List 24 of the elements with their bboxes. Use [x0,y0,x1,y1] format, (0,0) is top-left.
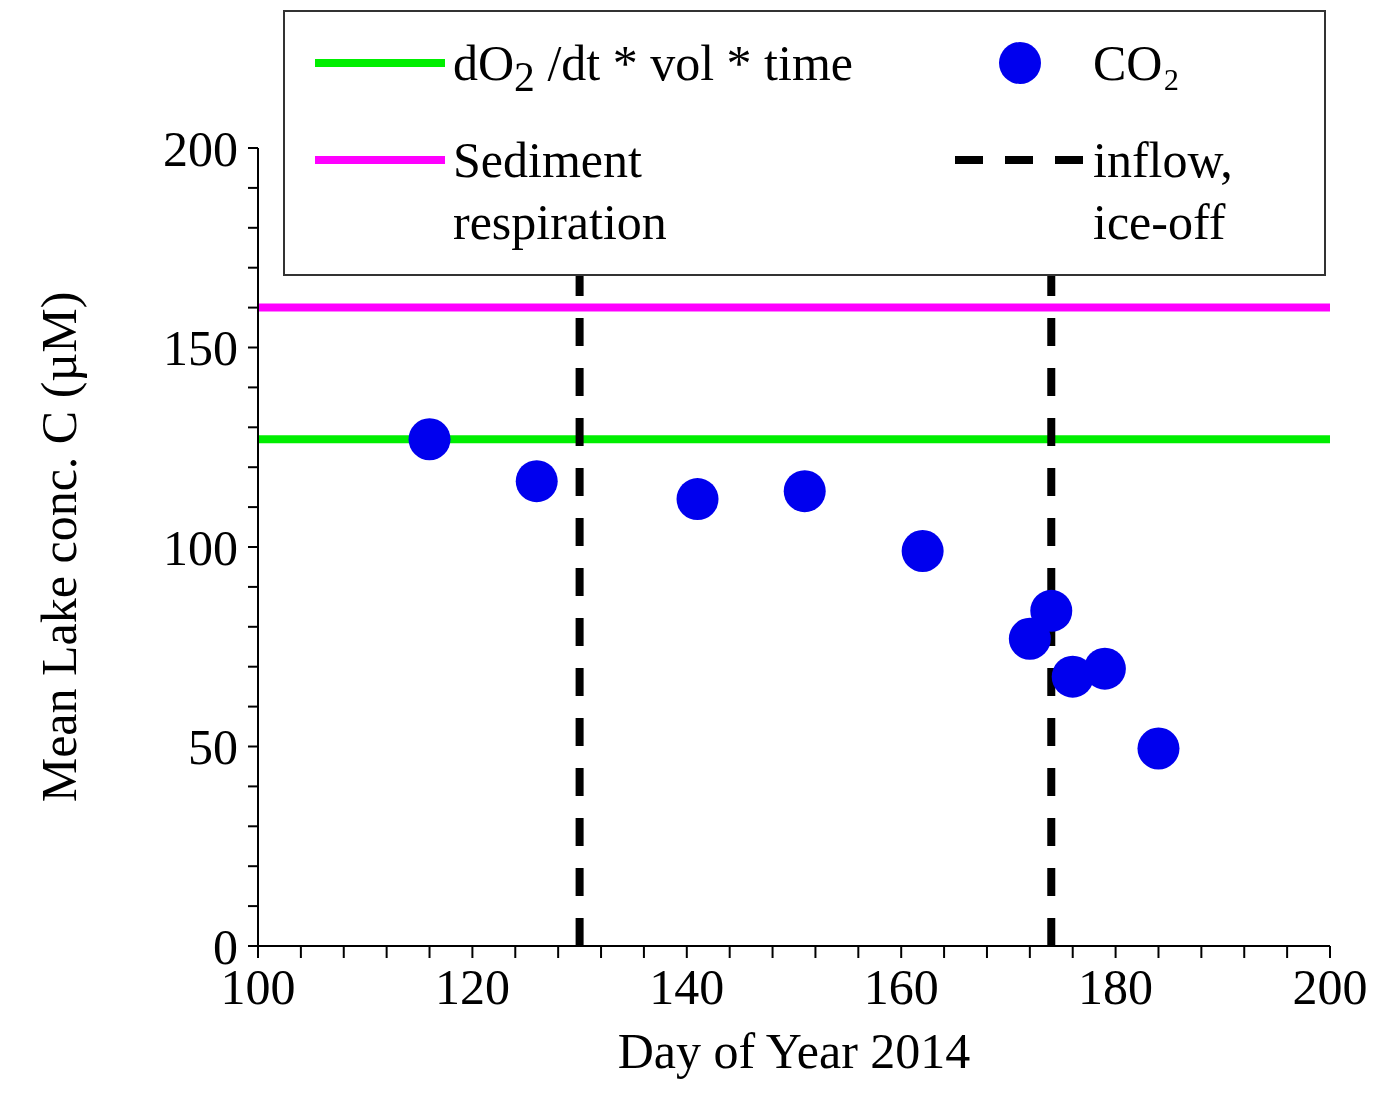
point [1030,589,1073,632]
x-axis-title: Day of Year 2014 [617,1023,971,1079]
y-tick-label: 150 [163,320,238,377]
x-tick-label: 160 [863,958,939,1015]
point [901,529,944,572]
y-tick-label: 100 [163,519,238,576]
x-tick-label: 180 [1078,958,1154,1015]
point [676,478,719,521]
point [1008,617,1051,660]
y-axis-title: Mean Lake conc. C (µM) [30,291,87,803]
x-tick-label: 140 [649,958,725,1015]
point [1083,647,1126,690]
point [515,460,558,503]
point [408,418,451,461]
y-tick-label: 50 [188,719,238,776]
legend-label: Sediment respiration [453,131,667,252]
ref-line-label: inflow, ice-off [1093,131,1234,252]
y-tick-label: 200 [163,120,238,177]
x-tick-label: 120 [434,958,510,1015]
point [1137,727,1180,770]
x-tick-label: 200 [1292,958,1368,1015]
legend-label: CO₂ [1093,34,1181,93]
point [783,470,826,513]
legend-label: dO$_{2}$ /dt * vol * time [453,34,854,102]
